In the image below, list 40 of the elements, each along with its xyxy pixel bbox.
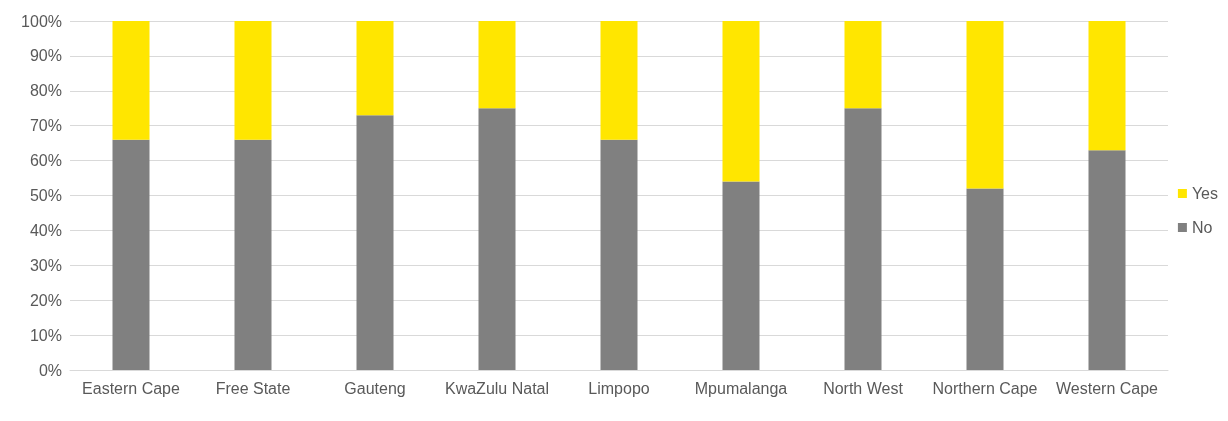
legend-label: No [1191,219,1213,236]
bar [722,21,760,182]
bar [844,108,882,370]
x-tick-label: Eastern Cape [82,379,181,397]
y-tick-label: 30% [29,256,62,274]
bar [234,21,272,140]
legend-label: Yes [1191,185,1219,202]
bar [478,108,516,370]
y-tick-label: 80% [29,82,62,100]
y-tick-label: 50% [29,187,62,204]
y-tick-label: 100% [21,12,62,30]
x-tick-label: Mpumalanga [694,379,788,397]
x-tick-label: Free State [215,379,291,397]
bar [600,139,638,370]
x-tick-label: Northern Cape [932,379,1038,397]
x-tick-label: Western Cape [1056,379,1159,397]
x-tick-label: Limpopo [588,379,650,397]
bar [356,115,394,370]
bar [112,21,150,140]
bar [966,188,1004,370]
bar [966,21,1004,189]
bar [722,181,760,370]
bar [356,21,394,116]
bar [112,139,150,370]
y-tick-label: 90% [29,47,62,65]
x-tick-label: KwaZulu Natal [444,379,550,397]
bar [234,139,272,370]
y-tick-label: 70% [29,117,62,135]
x-tick-label: Gauteng [344,379,406,397]
y-tick-label: 0% [38,361,62,379]
bar [600,21,638,140]
y-tick-label: 20% [29,291,62,309]
y-tick-label: 40% [29,221,62,239]
bar [1088,21,1126,151]
x-tick-label: North West [823,379,904,397]
bar [478,21,516,109]
bar [1088,150,1126,370]
y-tick-label: 60% [29,152,62,170]
y-tick-label: 10% [29,326,62,344]
bar [844,21,882,109]
